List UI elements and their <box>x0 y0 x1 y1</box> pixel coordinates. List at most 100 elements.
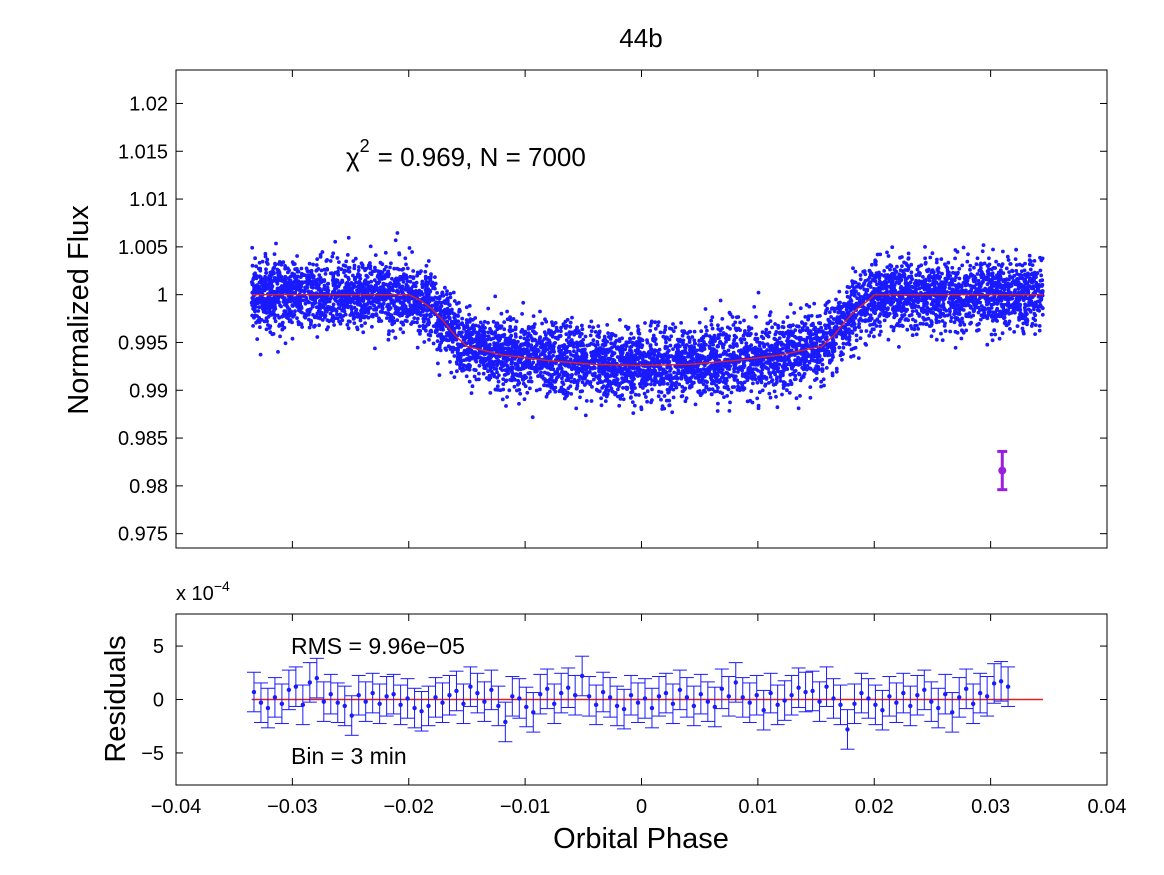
flux-point <box>290 336 295 341</box>
flux-point <box>1010 296 1015 301</box>
flux-point <box>424 263 429 268</box>
flux-point <box>283 264 287 268</box>
flux-point <box>981 243 986 248</box>
flux-point <box>841 345 846 350</box>
flux-point <box>834 334 839 339</box>
flux-point <box>679 352 684 356</box>
flux-point <box>856 292 861 296</box>
flux-point <box>621 397 626 402</box>
flux-point <box>353 277 357 282</box>
flux-point <box>529 379 534 384</box>
flux-point <box>505 395 509 399</box>
flux-point <box>705 328 709 333</box>
flux-point <box>728 344 732 349</box>
flux-point <box>398 327 403 331</box>
flux-point <box>768 375 773 379</box>
flux-y-tick-label: 1.015 <box>118 141 168 163</box>
flux-point <box>947 286 952 290</box>
flux-point <box>452 299 457 303</box>
flux-point <box>521 363 525 368</box>
flux-point <box>659 397 663 402</box>
flux-point <box>464 318 469 322</box>
flux-point <box>884 287 889 292</box>
flux-point <box>446 302 451 307</box>
flux-point <box>336 272 341 277</box>
flux-y-tick-label: 1 <box>157 285 168 307</box>
flux-point <box>923 260 928 265</box>
flux-point <box>367 299 371 304</box>
flux-point <box>997 336 1002 341</box>
flux-point <box>514 319 519 324</box>
flux-point <box>923 245 927 249</box>
flux-point <box>345 253 350 257</box>
flux-point <box>430 280 435 285</box>
flux-point <box>950 265 955 270</box>
flux-point <box>554 325 559 330</box>
flux-point <box>443 316 448 320</box>
flux-point <box>629 395 633 399</box>
flux-point <box>364 266 368 271</box>
flux-point <box>802 372 807 376</box>
flux-point <box>1033 332 1037 336</box>
flux-point <box>333 316 338 321</box>
flux-point <box>545 392 550 396</box>
flux-point <box>543 344 548 348</box>
flux-point <box>930 251 935 256</box>
flux-point <box>501 377 506 381</box>
flux-point <box>672 370 676 375</box>
flux-point <box>803 360 807 364</box>
flux-point <box>808 395 813 400</box>
flux-point <box>314 268 319 273</box>
flux-point <box>957 266 962 271</box>
flux-point <box>993 332 998 337</box>
flux-point <box>900 264 904 268</box>
flux-point <box>467 304 472 308</box>
flux-point <box>725 394 729 398</box>
flux-point <box>827 310 832 315</box>
flux-point <box>1040 289 1045 293</box>
flux-point <box>470 384 475 389</box>
flux-point <box>1028 310 1033 314</box>
flux-point <box>517 401 521 406</box>
flux-data-points <box>249 231 1045 420</box>
flux-point <box>978 284 983 289</box>
flux-point <box>822 383 826 388</box>
flux-point <box>882 318 887 323</box>
flux-point <box>426 259 431 263</box>
flux-point <box>449 370 454 375</box>
flux-point <box>829 306 834 311</box>
flux-point <box>820 357 824 362</box>
flux-point <box>815 367 820 372</box>
flux-point <box>591 342 596 347</box>
flux-point <box>319 268 324 273</box>
flux-point <box>680 333 685 338</box>
flux-point <box>392 319 396 324</box>
flux-point <box>258 325 262 330</box>
flux-point <box>569 338 574 342</box>
flux-point <box>985 263 990 268</box>
flux-point <box>1028 272 1033 277</box>
flux-point <box>282 325 287 330</box>
flux-point <box>553 389 558 394</box>
flux-point <box>613 333 618 338</box>
flux-point <box>921 275 925 279</box>
flux-point <box>407 246 412 250</box>
flux-point <box>309 322 313 327</box>
flux-point <box>939 331 943 336</box>
flux-point <box>423 269 428 274</box>
flux-point <box>699 329 704 334</box>
flux-point <box>258 275 263 279</box>
flux-point <box>730 315 735 319</box>
flux-point <box>639 407 644 412</box>
flux-point <box>907 274 911 279</box>
flux-point <box>857 282 861 286</box>
flux-point <box>443 285 447 290</box>
flux-point <box>345 322 350 327</box>
flux-point <box>980 249 985 254</box>
flux-point <box>283 341 288 346</box>
flux-point <box>669 334 674 339</box>
flux-point <box>754 315 758 319</box>
flux-point <box>835 315 840 320</box>
flux-point <box>886 337 891 342</box>
flux-point <box>666 349 671 353</box>
